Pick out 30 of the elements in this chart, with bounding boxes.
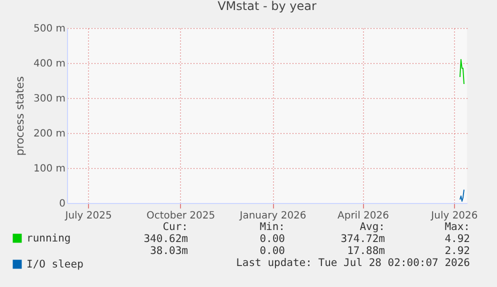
text: 374.72m: [340, 233, 385, 245]
text: 340.62m: [144, 233, 188, 245]
line-series: [459, 59, 464, 84]
y-tick-label: 200 m: [33, 128, 66, 140]
y-tick-label: 0: [59, 198, 66, 210]
legend-label: I/O sleep: [26, 258, 84, 270]
text: 38.03m: [150, 245, 188, 257]
text: 2.92: [444, 245, 470, 257]
y-axis-title: process states: [13, 76, 26, 156]
text: 17.88m: [347, 245, 385, 257]
x-tick-label: July 2025: [64, 210, 112, 222]
text: Last update: Tue Jul 28 02:00:07 2026: [236, 257, 470, 269]
x-tick-label: January 2026: [238, 210, 306, 222]
x-tick-label: April 2026: [337, 210, 389, 222]
chart-title: VMstat - by year: [218, 0, 316, 13]
line-series: [459, 189, 464, 202]
y-tick-label: 300 m: [33, 94, 66, 104]
legend-label: running: [26, 232, 71, 244]
text: Cur:: [162, 221, 188, 233]
y-tick-label: 100 m: [33, 164, 66, 174]
x-tick-label: October 2025: [146, 210, 216, 222]
y-tick-label: 400 m: [33, 58, 66, 70]
text: Avg:: [360, 221, 385, 233]
text: Min:: [260, 221, 285, 233]
text: 0.00: [260, 233, 285, 245]
text: 4.92: [444, 233, 470, 245]
y-tick-label: 500 m: [33, 24, 66, 34]
text: Max:: [444, 221, 470, 233]
x-tick-label: July 2026: [430, 210, 478, 222]
text: 0.00: [260, 245, 285, 257]
